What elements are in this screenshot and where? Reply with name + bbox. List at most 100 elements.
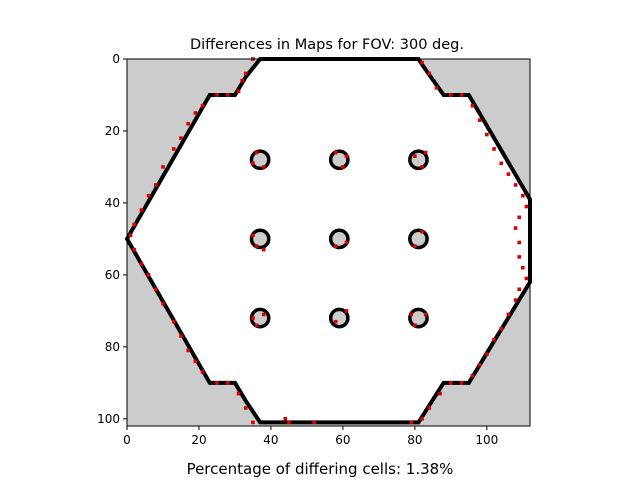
difference-cell (251, 233, 255, 238)
difference-cell (333, 319, 338, 324)
difference-cell (171, 319, 176, 324)
difference-cell (243, 71, 248, 76)
difference-cell (420, 417, 424, 421)
difference-cell (171, 147, 176, 151)
difference-cell (477, 363, 482, 367)
x-tick-label: 0 (123, 433, 131, 447)
difference-cell (470, 373, 475, 378)
difference-cell (225, 381, 230, 385)
difference-cell (499, 327, 504, 331)
difference-cell (513, 298, 518, 302)
difference-cell (485, 132, 489, 137)
difference-cell (146, 193, 151, 198)
x-tick-label: 20 (191, 433, 206, 447)
difference-cell (333, 150, 338, 155)
y-tick-label: 20 (105, 124, 120, 138)
x-tick-label: 60 (335, 433, 350, 447)
difference-cell (179, 136, 183, 140)
difference-cell (200, 103, 205, 108)
difference-cell (492, 337, 496, 342)
difference-cell (193, 359, 198, 364)
difference-cell (449, 381, 453, 385)
difference-cell (420, 229, 424, 234)
y-tick-label: 40 (105, 196, 120, 210)
difference-cell (287, 420, 291, 425)
difference-cell (409, 420, 414, 425)
difference-cell (413, 244, 417, 248)
difference-cell (251, 420, 255, 425)
difference-cell (420, 165, 424, 169)
difference-cell (449, 93, 453, 97)
difference-cell (427, 71, 432, 76)
difference-cell (215, 381, 219, 385)
y-tick-label: 0 (112, 52, 120, 66)
difference-cell (261, 247, 266, 252)
difference-cell (139, 262, 144, 266)
difference-cell (423, 150, 428, 155)
difference-cell (132, 247, 136, 252)
difference-cell (434, 85, 439, 90)
difference-cell (341, 165, 345, 169)
difference-cell (161, 301, 165, 306)
x-tick-label: 100 (475, 433, 498, 447)
difference-cell (283, 417, 288, 421)
difference-cell (413, 323, 417, 328)
difference-cell (517, 240, 522, 245)
difference-cell (254, 150, 259, 155)
x-tick-label: 40 (263, 433, 278, 447)
difference-cell (506, 312, 511, 317)
difference-cell (261, 312, 266, 317)
difference-cell (517, 255, 522, 259)
difference-cell (161, 165, 165, 169)
difference-cell (470, 103, 475, 108)
difference-cell (499, 161, 504, 166)
obstacle-ring (328, 149, 350, 171)
difference-cell (524, 276, 529, 281)
difference-cell (254, 323, 259, 328)
difference-cell (344, 309, 349, 313)
difference-cell (459, 93, 464, 97)
obstacle-ring (408, 307, 429, 329)
free-space-region (127, 59, 530, 423)
chart-title: Differences in Maps for FOV: 300 deg. (190, 37, 464, 53)
difference-cell (153, 287, 158, 292)
difference-cell (524, 204, 529, 209)
difference-cell (251, 316, 255, 320)
y-tick-label: 80 (105, 340, 120, 354)
difference-cell (236, 391, 241, 396)
difference-cell (506, 172, 511, 176)
difference-cell (153, 183, 158, 187)
difference-cell (477, 118, 482, 122)
difference-cell (344, 154, 349, 158)
axes-frame (126, 58, 531, 427)
difference-cell (521, 193, 525, 198)
y-tick-label: 100 (97, 412, 120, 426)
obstacle-ring (249, 149, 271, 171)
difference-cell (186, 121, 190, 126)
difference-cell (513, 226, 518, 230)
difference-cell (128, 233, 133, 238)
obstacle-ring (408, 228, 429, 250)
difference-cell (193, 111, 198, 115)
obstacle-ring (328, 228, 350, 250)
difference-cell (200, 370, 205, 374)
difference-cell (179, 334, 183, 338)
plot-area (124, 57, 532, 427)
y-tick-label: 60 (105, 268, 120, 282)
difference-cell (517, 215, 522, 220)
difference-cell (513, 183, 518, 187)
difference-cell (215, 93, 219, 97)
difference-cell (409, 312, 414, 317)
difference-cell (186, 348, 190, 353)
difference-cell (459, 381, 464, 385)
difference-cell (521, 265, 525, 270)
difference-cell (517, 287, 522, 292)
obstacle-ring (249, 228, 271, 250)
difference-cell (312, 420, 316, 425)
difference-cell (492, 147, 496, 151)
occupied-boundary (124, 57, 532, 425)
y-axis: 0 20 40 60 80 100 (97, 52, 127, 426)
differing-cells-caption: Percentage of differing cells: 1.38% (187, 460, 454, 478)
difference-cell (251, 161, 255, 166)
